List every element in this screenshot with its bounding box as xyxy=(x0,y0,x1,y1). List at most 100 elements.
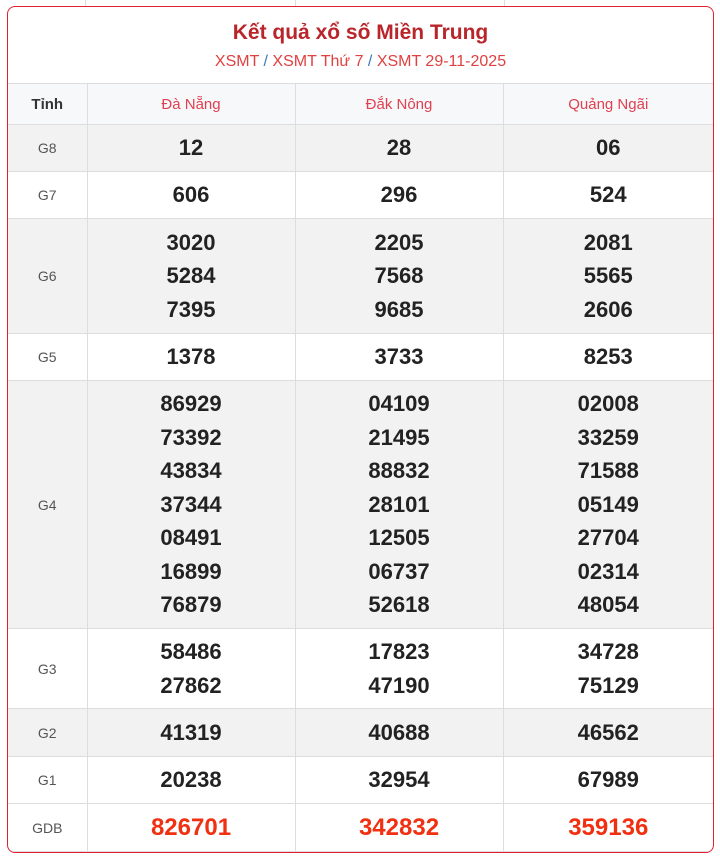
results-table: Tỉnh Đà Nẵng Đắk Nông Quảng Ngãi G8 12 28 0… xyxy=(8,83,713,852)
prize-number: 9685 xyxy=(374,296,424,322)
prize-row-g2: G2 41319 40688 46562 xyxy=(8,708,713,757)
prize-number: 3733 xyxy=(374,344,424,370)
prize-number: 606 xyxy=(172,182,210,208)
prize-number: 524 xyxy=(589,182,627,208)
prize-cell: 606 xyxy=(86,171,296,219)
prize-number: 47190 xyxy=(368,672,430,698)
prize-cell: 32954 xyxy=(294,756,504,804)
prize-cell: 02008 33259 71588 05149 27704 02314 48054 xyxy=(502,380,713,629)
prize-cell: 359136 xyxy=(502,803,713,852)
prize-number: 3020 xyxy=(166,229,216,255)
prize-number: 5565 xyxy=(583,263,633,289)
prize-number: 1378 xyxy=(166,344,216,370)
prize-cell: 342832 xyxy=(294,803,504,852)
divider xyxy=(504,0,505,6)
prize-cell: 41319 xyxy=(86,708,296,757)
prize-number: 342832 xyxy=(358,813,440,841)
prize-cell: 3020 5284 7395 xyxy=(86,218,296,334)
prize-cell: 8253 xyxy=(502,333,713,381)
prize-number: 16899 xyxy=(160,558,222,584)
prize-cell: 28 xyxy=(294,124,504,172)
prize-number: 06 xyxy=(596,135,621,161)
column-header-quang-ngai[interactable]: Quảng Ngãi xyxy=(502,83,713,125)
prize-row-g8: G8 12 28 06 xyxy=(8,124,713,172)
prize-number: 2205 xyxy=(374,229,424,255)
prize-number: 40688 xyxy=(368,719,430,745)
prize-number: 67989 xyxy=(577,767,639,793)
prize-cell: 3733 xyxy=(294,333,504,381)
prize-number: 12 xyxy=(178,135,204,161)
prize-label: G4 xyxy=(8,380,88,629)
prize-number: 48054 xyxy=(577,592,639,618)
prize-label: G6 xyxy=(8,218,88,334)
prize-cell: 20238 xyxy=(86,756,296,804)
prize-number: 71588 xyxy=(577,458,639,484)
prize-cell: 17823 47190 xyxy=(294,628,504,709)
prize-cell: 06 xyxy=(502,124,713,172)
breadcrumb: XSMT / XSMT Thứ 7 / XSMT 29-11-2025 xyxy=(214,53,507,70)
prize-cell: 04109 21495 88832 28101 12505 06737 52618 xyxy=(294,380,504,629)
prize-row-g3: G3 58486 27862 17823 47190 34728 75129 xyxy=(8,628,713,709)
prize-number: 76879 xyxy=(160,592,222,618)
prize-number: 37344 xyxy=(160,491,222,517)
prize-number: 7568 xyxy=(374,263,424,289)
prize-number: 27862 xyxy=(160,672,222,698)
prize-number: 27704 xyxy=(577,525,639,551)
column-header-province: Tỉnh xyxy=(8,83,88,125)
prize-number: 28 xyxy=(386,135,412,161)
column-header-dak-nong[interactable]: Đắk Nông xyxy=(294,83,504,125)
prize-number: 32954 xyxy=(368,767,430,793)
prize-number: 296 xyxy=(380,182,418,208)
prize-number: 2606 xyxy=(583,296,633,322)
breadcrumb-xsmt[interactable]: XSMT xyxy=(214,53,260,70)
divider xyxy=(295,0,296,6)
prize-cell: 46562 xyxy=(502,708,713,757)
prize-number: 28101 xyxy=(368,491,430,517)
prize-number: 73392 xyxy=(160,424,222,450)
page-title: Kết quả xổ số Miền Trung xyxy=(232,21,489,44)
prize-cell: 86929 73392 43834 37344 08491 16899 76879 xyxy=(86,380,296,629)
prize-number: 33259 xyxy=(577,424,639,450)
prize-cell: 1378 xyxy=(86,333,296,381)
prize-row-g7: G7 606 296 524 xyxy=(8,171,713,219)
prize-number: 02008 xyxy=(577,391,639,417)
breadcrumb-xsmt-thu-7[interactable]: XSMT Thứ 7 xyxy=(272,53,364,70)
prize-number: 826701 xyxy=(150,813,232,841)
prize-number: 05149 xyxy=(577,491,639,517)
prize-number: 8253 xyxy=(583,344,633,370)
prize-number: 21495 xyxy=(368,424,430,450)
prize-number: 20238 xyxy=(160,767,222,793)
prize-number: 2081 xyxy=(583,229,633,255)
prize-number: 52618 xyxy=(368,592,430,618)
prize-number: 5284 xyxy=(166,263,216,289)
prize-cell: 34728 75129 xyxy=(502,628,713,709)
prize-number: 17823 xyxy=(368,639,430,664)
prize-cell: 58486 27862 xyxy=(86,628,296,709)
prize-number: 34728 xyxy=(577,639,639,664)
prize-row-g5: G5 1378 3733 8253 xyxy=(8,333,713,381)
prize-row-gdb: GDB 826701 342832 359136 xyxy=(8,803,713,852)
prize-cell: 40688 xyxy=(294,708,504,757)
prize-number: 08491 xyxy=(160,525,222,551)
prize-label: GDB xyxy=(8,803,88,852)
prize-row-g1: G1 20238 32954 67989 xyxy=(8,756,713,804)
prize-number: 75129 xyxy=(577,672,639,698)
prize-number: 86929 xyxy=(160,391,222,417)
prize-cell: 296 xyxy=(294,171,504,219)
prize-number: 02314 xyxy=(577,558,639,584)
prize-cell: 2081 5565 2606 xyxy=(502,218,713,334)
prize-number: 06737 xyxy=(368,558,430,584)
prize-label: G2 xyxy=(8,708,88,757)
prize-number: 46562 xyxy=(577,719,639,745)
prize-label: G8 xyxy=(8,124,88,172)
prize-row-g4: G4 86929 73392 43834 37344 08491 16899 76879 041… xyxy=(8,380,713,629)
prize-number: 359136 xyxy=(568,813,649,841)
prize-number: 7395 xyxy=(166,296,216,322)
prize-label: G7 xyxy=(8,171,88,219)
prize-number: 58486 xyxy=(160,639,222,664)
column-header-da-nang[interactable]: Đà Nẵng xyxy=(86,83,296,125)
prize-number: 43834 xyxy=(160,458,222,484)
prize-cell: 12 xyxy=(86,124,296,172)
breadcrumb-xsmt-date[interactable]: XSMT 29-11-2025 xyxy=(376,53,507,70)
prize-cell: 2205 7568 9685 xyxy=(294,218,504,334)
